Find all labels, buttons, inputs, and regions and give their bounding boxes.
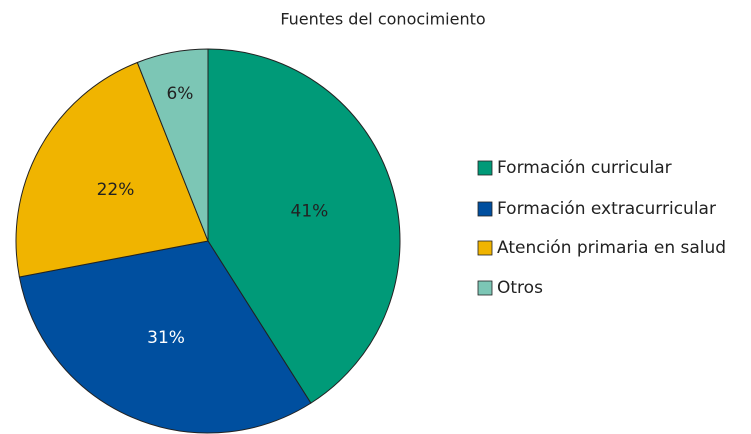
data-label: 6% [166,84,193,104]
pie-slice [18,240,312,434]
pie-slice [15,61,209,278]
legend-label: Atención primaria en salud [497,238,726,258]
data-label: 22% [97,180,135,200]
data-label: 31% [147,328,185,348]
legend-label: Otros [497,278,543,298]
legend-swatch [477,280,493,296]
legend-swatch [477,160,493,176]
chart-title: Fuentes del conocimiento [280,10,485,29]
pie-slice [207,48,401,404]
legend-label: Formación curricular [497,158,672,178]
data-label: 41% [291,202,329,222]
legend-label: Formación extracurricular [497,199,716,219]
legend-swatch [477,240,493,256]
pie-slice [136,48,209,242]
legend-swatch [477,201,493,217]
